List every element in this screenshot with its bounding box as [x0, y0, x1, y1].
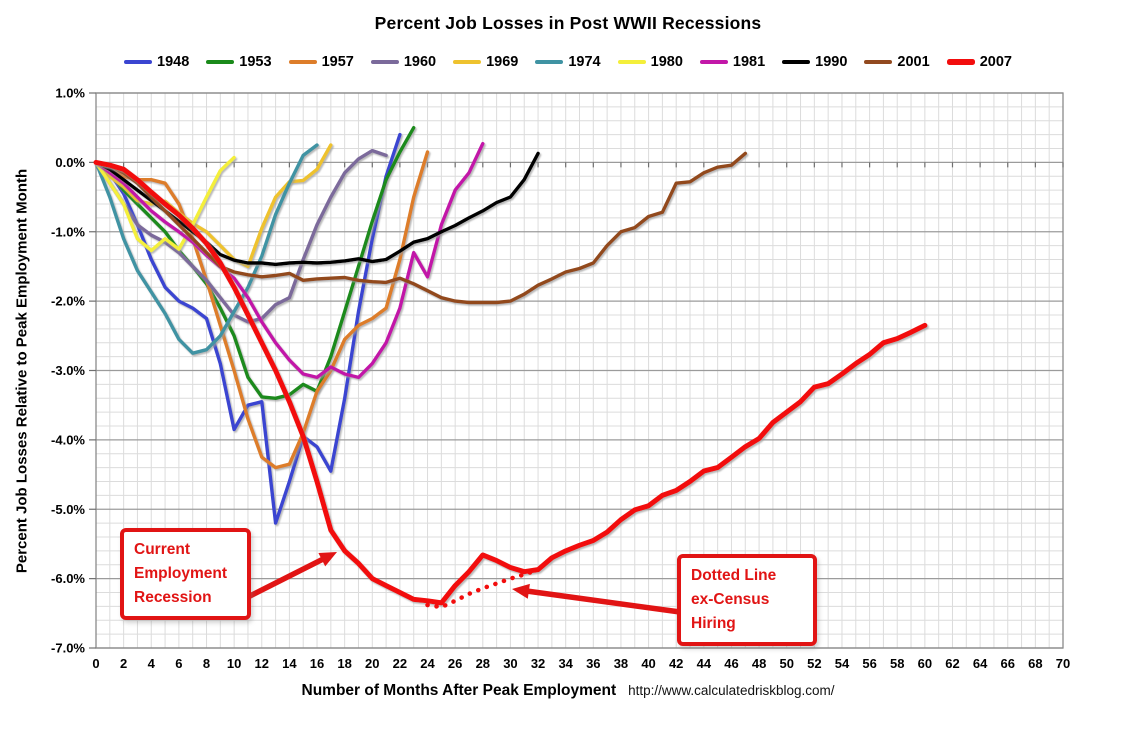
x-axis-title: Number of Months After Peak Employment — [301, 682, 617, 699]
legend: 1948 1953 1957 1960 1969 1974 1980 1981 1990 2001… — [0, 54, 1136, 70]
y-tick-label: 0.0% — [55, 155, 85, 170]
legend-swatch-1980 — [617, 59, 646, 65]
annotation-current-recession: Current Employment Recession — [120, 528, 251, 620]
x-tick-label: 20 — [365, 656, 379, 671]
x-tick-label: 54 — [835, 656, 850, 671]
legend-item-1974: 1974 — [535, 54, 601, 70]
legend-label-1948: 1948 — [157, 54, 190, 70]
x-tick-label: 4 — [148, 656, 156, 671]
legend-item-2007: 2007 — [946, 54, 1012, 70]
x-tick-label: 48 — [752, 656, 766, 671]
x-tick-label: 22 — [393, 656, 407, 671]
y-tick-label: -5.0% — [51, 502, 85, 517]
y-tick-label: -2.0% — [51, 294, 85, 309]
legend-swatch-1990 — [782, 59, 811, 65]
x-tick-label: 62 — [945, 656, 959, 671]
y-tick-label: -6.0% — [51, 571, 85, 586]
series-line-1980 — [94, 155, 236, 253]
x-tick-label: 30 — [503, 656, 517, 671]
x-tick-label: 70 — [1056, 656, 1070, 671]
legend-item-1990: 1990 — [782, 54, 847, 70]
series-line-2001 — [94, 151, 747, 305]
x-tick-label: 24 — [420, 656, 435, 671]
legend-item-1980: 1980 — [617, 54, 683, 70]
legend-swatch-2007 — [946, 59, 975, 65]
legend-label-1969: 1969 — [486, 54, 519, 70]
x-tick-label: 36 — [586, 656, 600, 671]
x-tick-label: 44 — [697, 656, 712, 671]
annotation-ex-census-hiring: Dotted Line ex-Census Hiring — [677, 554, 817, 646]
x-axis-title-row: Number of Months After Peak Employment h… — [0, 682, 1136, 700]
y-tick-label: -3.0% — [51, 363, 85, 378]
x-tick-label: 12 — [255, 656, 269, 671]
x-tick-label: 46 — [724, 656, 738, 671]
x-tick-label: 34 — [558, 656, 573, 671]
x-tick-label: 66 — [1001, 656, 1015, 671]
x-tick-label: 0 — [92, 656, 99, 671]
legend-item-1960: 1960 — [370, 54, 437, 70]
legend-swatch-1981 — [699, 59, 728, 65]
legend-label-1957: 1957 — [321, 54, 354, 70]
legend-label-2001: 2001 — [897, 54, 930, 70]
y-tick-label: -7.0% — [51, 641, 85, 656]
chart-title: Percent Job Losses in Post WWII Recessio… — [374, 13, 762, 33]
legend-swatch-1960 — [370, 59, 399, 65]
series-line-1974 — [94, 143, 319, 355]
x-tick-label: 8 — [203, 656, 210, 671]
x-tick-label: 64 — [973, 656, 988, 671]
x-tick-label: 18 — [337, 656, 351, 671]
legend-label-1981: 1981 — [732, 54, 766, 70]
series-line-2007-ex-census-dotted — [425, 567, 541, 610]
x-tick-label: 40 — [641, 656, 655, 671]
legend-item-1948: 1948 — [124, 54, 189, 70]
x-tick-label: 28 — [476, 656, 490, 671]
y-tick-label: -1.0% — [51, 224, 85, 239]
series-line-1957 — [94, 150, 430, 470]
legend-swatch-1948 — [124, 59, 153, 65]
y-tick-label: -4.0% — [51, 432, 85, 447]
legend-swatch-1969 — [453, 59, 482, 65]
series-line-2007 — [93, 159, 928, 606]
x-tick-label: 68 — [1028, 656, 1042, 671]
arrow-ex-census-shaft — [523, 587, 681, 615]
legend-swatch-2001 — [864, 59, 893, 65]
legend-swatch-1957 — [288, 59, 317, 65]
x-tick-label: 14 — [282, 656, 297, 671]
legend-item-2001: 2001 — [864, 54, 930, 70]
legend-swatch-1953 — [206, 59, 235, 65]
x-tick-label: 16 — [310, 656, 324, 671]
legend-swatch-1974 — [535, 59, 564, 65]
x-tick-label: 60 — [918, 656, 932, 671]
x-tick-label: 56 — [862, 656, 876, 671]
legend-label-2007: 2007 — [979, 54, 1012, 70]
legend-item-1981: 1981 — [699, 54, 766, 70]
legend-label-1953: 1953 — [239, 54, 272, 70]
x-tick-label: 6 — [175, 656, 182, 671]
x-tick-label: 38 — [614, 656, 628, 671]
legend-label-1960: 1960 — [403, 54, 437, 70]
x-tick-label: 32 — [531, 656, 545, 671]
arrow-current-recession-shaft — [244, 554, 328, 601]
x-tick-label: 58 — [890, 656, 904, 671]
legend-item-1953: 1953 — [206, 54, 272, 70]
x-tick-label: 52 — [807, 656, 821, 671]
legend-item-1957: 1957 — [288, 54, 354, 70]
legend-label-1974: 1974 — [568, 54, 601, 70]
legend-label-1990: 1990 — [815, 54, 848, 70]
x-tick-label: 42 — [669, 656, 683, 671]
y-tick-label: 1.0% — [55, 86, 85, 101]
legend-label-1980: 1980 — [650, 54, 683, 70]
arrow-ex-census-head — [512, 583, 530, 599]
arrow-current-recession-head — [318, 552, 337, 567]
legend-item-1969: 1969 — [453, 54, 518, 70]
x-tick-label: 50 — [779, 656, 793, 671]
watermark-url: http://www.calculatedriskblog.com/ — [628, 683, 835, 698]
x-tick-label: 26 — [448, 656, 462, 671]
series-line-1960 — [94, 148, 388, 324]
x-tick-label: 10 — [227, 656, 241, 671]
x-tick-label: 2 — [120, 656, 127, 671]
series-line-1981 — [94, 141, 485, 380]
